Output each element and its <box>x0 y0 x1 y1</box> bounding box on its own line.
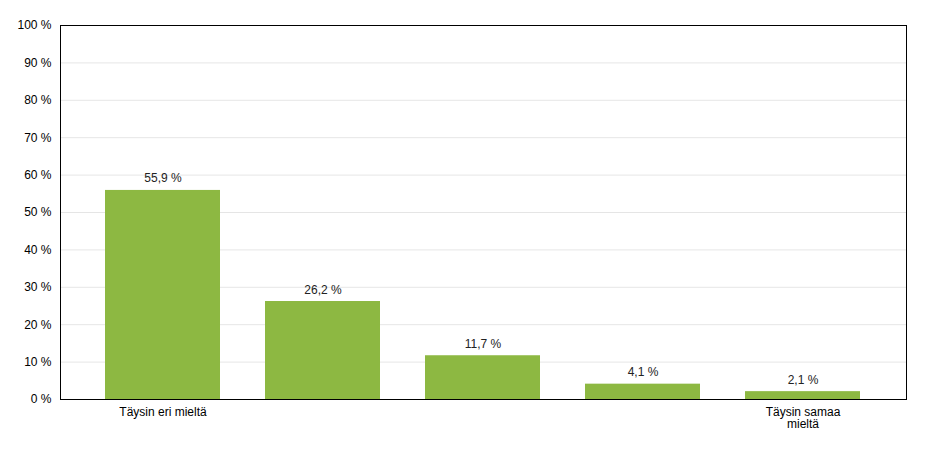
svg-text:90 %: 90 % <box>24 56 52 70</box>
svg-text:50 %: 50 % <box>24 205 52 219</box>
svg-text:70 %: 70 % <box>24 131 52 145</box>
svg-text:30 %: 30 % <box>24 280 52 294</box>
svg-text:4,1 %: 4,1 % <box>628 365 659 379</box>
svg-text:20 %: 20 % <box>24 318 52 332</box>
svg-text:Täysin samaamieltä: Täysin samaamieltä <box>766 405 841 431</box>
svg-text:2,1 %: 2,1 % <box>788 373 819 387</box>
svg-text:26,2 %: 26,2 % <box>304 283 342 297</box>
svg-text:Täysin eri mieltä: Täysin eri mieltä <box>119 405 207 419</box>
svg-text:60 %: 60 % <box>24 168 52 182</box>
svg-text:40 %: 40 % <box>24 243 52 257</box>
svg-text:11,7 %: 11,7 % <box>465 337 502 351</box>
svg-text:0 %: 0 % <box>31 392 52 406</box>
svg-text:100 %: 100 % <box>17 18 51 32</box>
svg-text:10 %: 10 % <box>24 355 52 369</box>
svg-text:55,9 %: 55,9 % <box>144 171 182 185</box>
svg-text:80 %: 80 % <box>24 93 52 107</box>
